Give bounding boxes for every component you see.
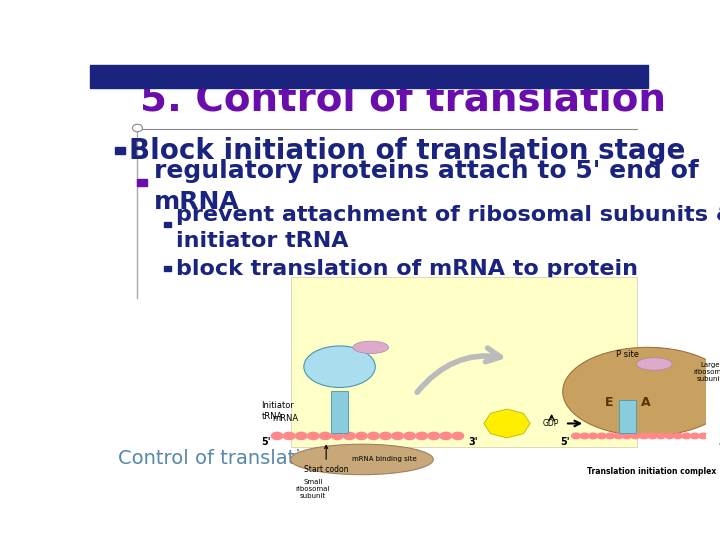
Circle shape (572, 433, 580, 438)
Text: Large
ribosomal
subunit: Large ribosomal subunit (693, 362, 720, 382)
Circle shape (690, 433, 699, 438)
Circle shape (331, 433, 343, 440)
Circle shape (356, 433, 367, 440)
Circle shape (392, 433, 403, 440)
Circle shape (623, 433, 631, 438)
FancyBboxPatch shape (115, 147, 125, 154)
Ellipse shape (353, 341, 389, 354)
Circle shape (682, 433, 691, 438)
Text: Control of translation movie: Control of translation movie (118, 449, 391, 468)
Circle shape (428, 433, 439, 440)
Text: GTP: GTP (498, 419, 516, 428)
Circle shape (589, 433, 598, 438)
Text: mRNA: mRNA (273, 415, 299, 423)
Text: U  A  C: U A C (325, 358, 354, 367)
Text: block translation of mRNA to protein: block translation of mRNA to protein (176, 259, 639, 279)
Circle shape (657, 433, 665, 438)
Text: A  U  G: A U G (325, 368, 354, 377)
Text: regulatory proteins attach to 5' end of
mRNA: regulatory proteins attach to 5' end of … (154, 159, 699, 214)
Circle shape (597, 433, 606, 438)
FancyBboxPatch shape (291, 277, 637, 447)
Circle shape (648, 433, 657, 438)
Bar (618, 400, 636, 433)
Circle shape (283, 433, 295, 440)
Ellipse shape (304, 346, 375, 388)
Circle shape (606, 433, 615, 438)
Text: GDP: GDP (543, 419, 559, 428)
Circle shape (580, 433, 589, 438)
Circle shape (614, 433, 623, 438)
Circle shape (665, 433, 674, 438)
Circle shape (416, 433, 428, 440)
Text: Met: Met (364, 345, 377, 350)
Text: 5': 5' (560, 437, 570, 447)
Circle shape (699, 433, 708, 438)
FancyBboxPatch shape (164, 222, 171, 227)
Circle shape (132, 124, 143, 132)
Text: prevent attachment of ribosomal subunits &
initiator tRNA: prevent attachment of ribosomal subunits… (176, 205, 720, 251)
Text: 3': 3' (719, 437, 720, 447)
Circle shape (673, 433, 683, 438)
Circle shape (271, 433, 283, 440)
Circle shape (440, 433, 451, 440)
Circle shape (639, 433, 649, 438)
Text: P site: P site (616, 350, 639, 359)
Circle shape (368, 433, 379, 440)
Text: Block initiation of translation stage: Block initiation of translation stage (129, 137, 685, 165)
Circle shape (631, 433, 640, 438)
Text: 5': 5' (261, 437, 271, 447)
Text: E: E (606, 396, 614, 409)
Circle shape (404, 433, 415, 440)
Text: mRNA binding site: mRNA binding site (352, 456, 417, 462)
Text: Initiator
tRNA: Initiator tRNA (261, 401, 294, 421)
Circle shape (295, 433, 307, 440)
FancyBboxPatch shape (164, 266, 171, 271)
Text: A: A (641, 396, 650, 409)
Text: Start codon: Start codon (304, 446, 348, 474)
Circle shape (307, 433, 319, 440)
Circle shape (379, 433, 392, 440)
Circle shape (707, 433, 716, 438)
Ellipse shape (563, 347, 720, 436)
Ellipse shape (290, 444, 433, 475)
Text: Translation initiation complex: Translation initiation complex (588, 468, 716, 476)
Text: 3': 3' (469, 437, 478, 447)
Bar (330, 391, 348, 433)
Circle shape (343, 433, 355, 440)
Text: Met: Met (648, 361, 661, 367)
Text: Small
ribosomal
subunit: Small ribosomal subunit (296, 479, 330, 499)
FancyBboxPatch shape (90, 65, 648, 87)
Circle shape (452, 433, 464, 440)
Circle shape (320, 433, 331, 440)
Text: 5. Control of translation: 5. Control of translation (140, 81, 666, 119)
Ellipse shape (636, 357, 672, 370)
